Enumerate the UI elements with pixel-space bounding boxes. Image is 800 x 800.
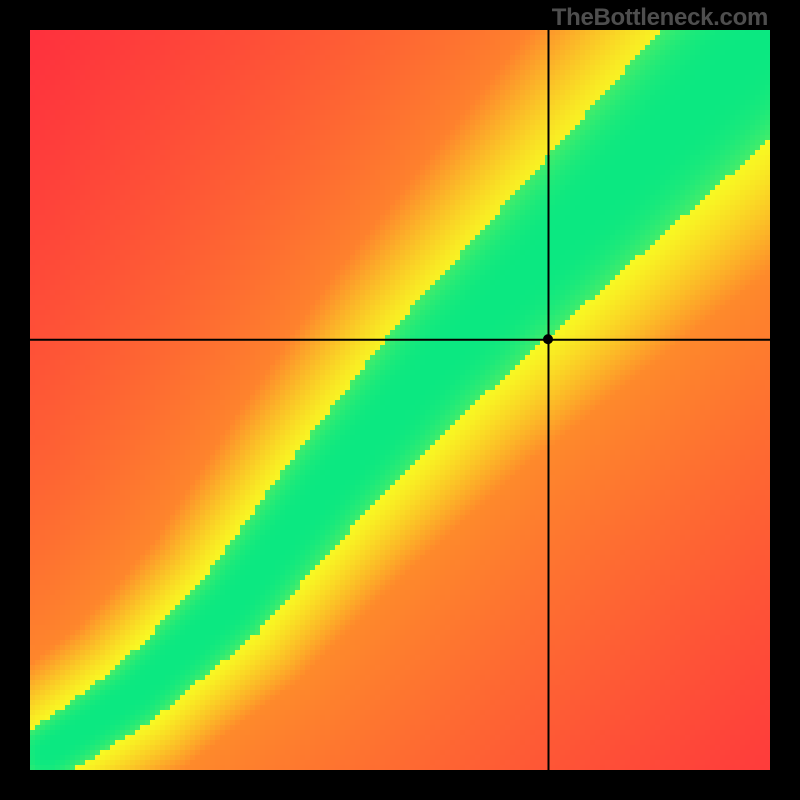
watermark-text: TheBottleneck.com [552, 4, 768, 32]
crosshair-overlay [30, 30, 770, 770]
heatmap-frame [30, 30, 770, 770]
